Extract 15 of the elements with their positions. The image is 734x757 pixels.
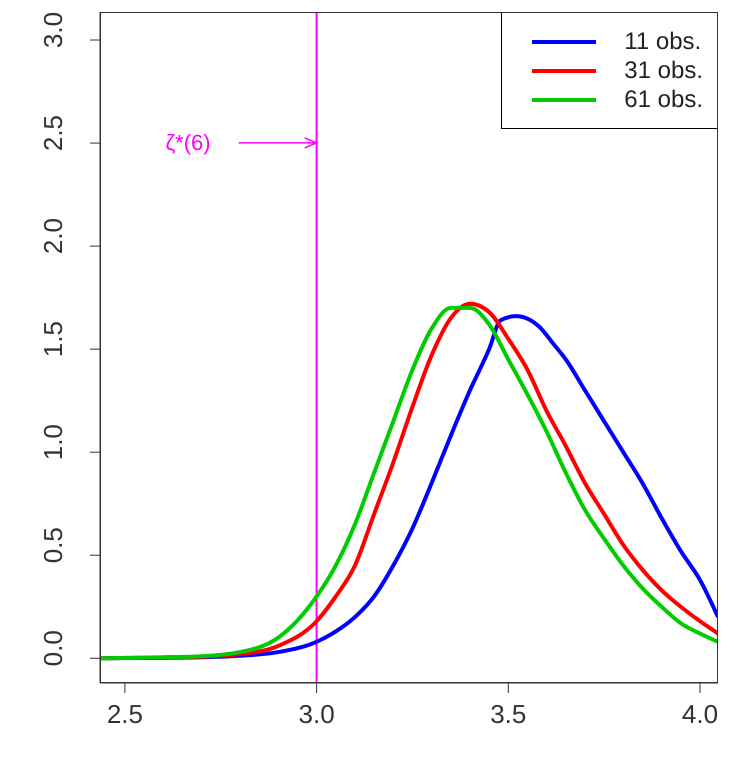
x-tick-label: 3.0 [298, 699, 335, 729]
y-tick-label: 1.5 [38, 321, 68, 358]
ref-line-label: ζ*(6) [165, 130, 211, 155]
y-tick-label: 2.0 [38, 218, 68, 254]
legend-label: 11 obs. [624, 28, 702, 56]
legend-label: 31 obs. [624, 56, 703, 84]
y-tick-label: 0.0 [38, 630, 68, 666]
y-tick-label: 3.0 [38, 12, 68, 48]
y-tick-label: 1.0 [38, 424, 68, 460]
x-tick-label: 4.0 [682, 699, 718, 729]
x-tick-label: 2.5 [106, 699, 143, 729]
x-tick-label: 3.5 [490, 699, 526, 729]
legend-label: 61 obs. [624, 86, 703, 114]
y-tick-label: 0.5 [38, 527, 68, 564]
y-tick-label: 2.5 [38, 114, 68, 152]
